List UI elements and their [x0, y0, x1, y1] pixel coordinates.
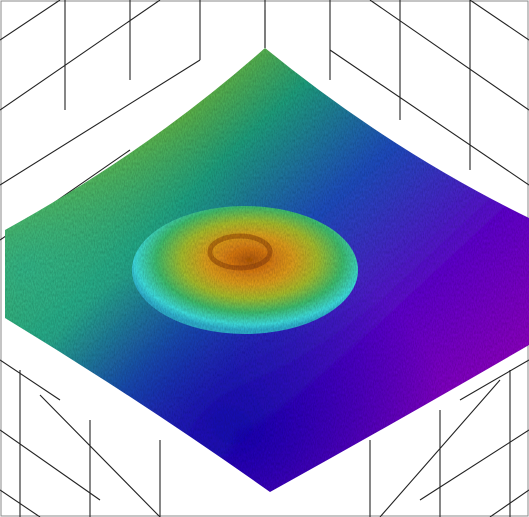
surface-plot: [0, 0, 529, 517]
surface-plot-view: [0, 0, 529, 517]
